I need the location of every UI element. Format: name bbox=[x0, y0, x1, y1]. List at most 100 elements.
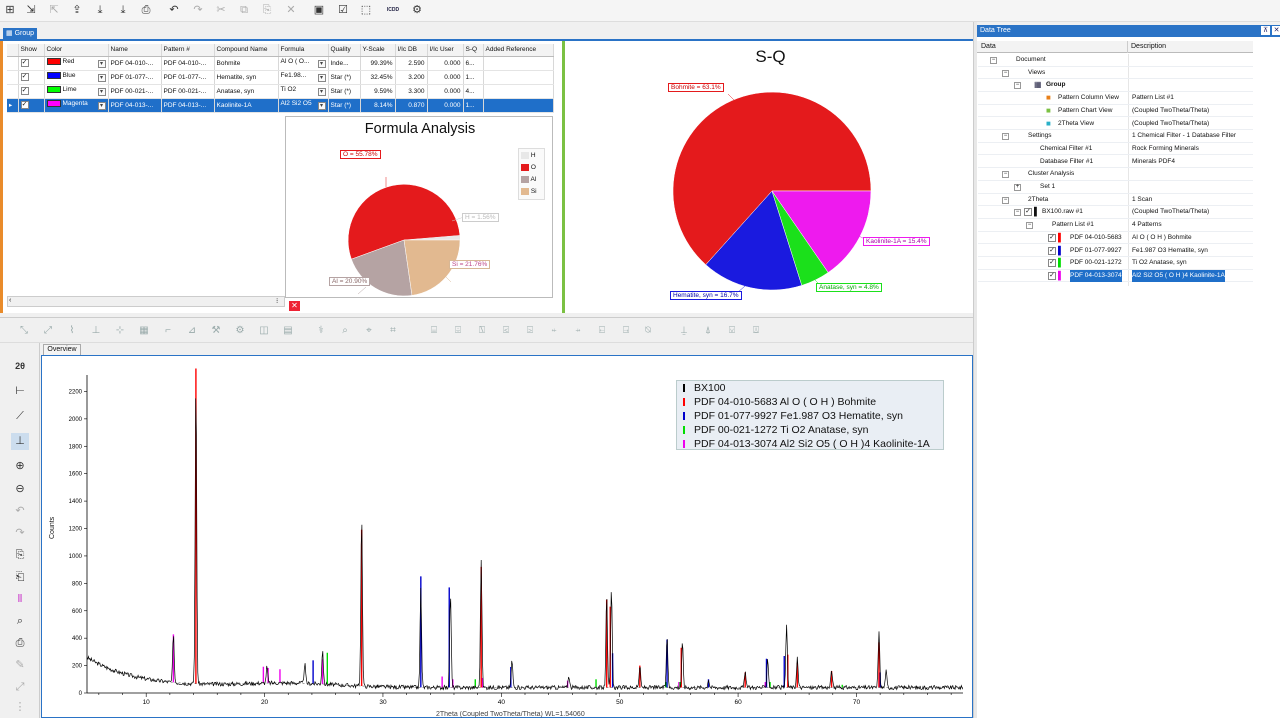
tool11-icon[interactable]: ⍂ bbox=[479, 325, 485, 336]
tool9-icon[interactable]: ⌸ bbox=[431, 325, 437, 336]
delete-icon[interactable]: ✕ bbox=[286, 4, 296, 16]
tool14-icon[interactable]: ⍅ bbox=[551, 325, 557, 336]
table-row[interactable]: ✓ Red ▾ PDF 04-010-... PDF 04-010-... Boh… bbox=[7, 56, 554, 71]
tool13-icon[interactable]: ⍄ bbox=[527, 325, 533, 336]
tree-node[interactable]: ■ Pattern Chart View (Coupled TwoTheta/The… bbox=[978, 105, 1253, 118]
cut-icon[interactable]: ✂ bbox=[216, 4, 226, 16]
tool-icon[interactable]: ⚒ bbox=[211, 325, 221, 336]
tree-node[interactable]: − Document bbox=[978, 54, 1253, 67]
collapse-icon[interactable]: − bbox=[1002, 171, 1009, 179]
column-data[interactable]: Data bbox=[981, 43, 996, 50]
tree-node[interactable]: ✓ ▌ PDF 00-021-1272 Ti O2 Anatase, syn bbox=[978, 257, 1253, 270]
tool19-icon[interactable]: ⍊ bbox=[681, 325, 687, 336]
table-row-selected[interactable]: ▸ ✓ Magenta ▾ PDF 04-013-... PDF 04-013-.… bbox=[7, 98, 554, 113]
tree-node[interactable]: ■ Pattern Column View Pattern List #1 bbox=[978, 92, 1253, 105]
line-tool-icon[interactable]: ⟋ bbox=[16, 410, 24, 422]
tool21-icon[interactable]: ⍌ bbox=[729, 325, 735, 336]
iic-user-cell[interactable]: 0.000 bbox=[427, 56, 464, 71]
header-iic-db[interactable]: I/Ic DB bbox=[395, 44, 428, 57]
header-color[interactable]: Color bbox=[44, 44, 109, 57]
horizontal-scrollbar[interactable]: ‹ ⁝ bbox=[7, 296, 285, 307]
tree-node[interactable]: ✓ ▌ PDF 01-077-9927 Fe1.987 O3 Hematite, sy… bbox=[978, 245, 1253, 258]
table-row[interactable]: ✓ Blue ▾ PDF 01-077-... PDF 01-077-... He… bbox=[7, 70, 554, 85]
tool2-icon[interactable]: ⚙ bbox=[235, 325, 245, 336]
chevron-down-icon[interactable]: ▾ bbox=[317, 102, 326, 110]
new-icon[interactable]: ⊞ bbox=[5, 4, 15, 16]
tree-node[interactable]: Chemical Filter #1 Rock Forming Minerals bbox=[978, 143, 1253, 156]
chevron-down-icon[interactable]: ▾ bbox=[97, 102, 106, 110]
marker-icon[interactable]: ⊿ bbox=[187, 325, 197, 336]
chevron-down-icon[interactable]: ▾ bbox=[97, 74, 106, 82]
tree-node[interactable]: Database Filter #1 Minerals PDF4 bbox=[978, 156, 1253, 169]
tree-node[interactable]: ✓ ▌ PDF 04-010-5683 Al O ( O H ) Bohmite bbox=[978, 232, 1253, 245]
chevron-down-icon[interactable]: ▾ bbox=[97, 60, 106, 68]
select-icon[interactable]: ⬚ bbox=[360, 4, 372, 16]
tree-node[interactable]: − Views bbox=[978, 67, 1253, 80]
header-name[interactable]: Name bbox=[108, 44, 162, 57]
header-formula[interactable]: Formula bbox=[278, 44, 329, 57]
copy-icon[interactable]: ⧉ bbox=[240, 4, 248, 16]
fit-icon[interactable]: ⌇ bbox=[69, 325, 75, 336]
zoom-y-icon[interactable]: ⤢ bbox=[44, 325, 52, 336]
header-added-ref[interactable]: Added Reference bbox=[483, 44, 554, 57]
show-checkbox[interactable]: ✓ bbox=[18, 70, 45, 85]
edit-tool-icon[interactable]: ✎ bbox=[15, 659, 25, 671]
show-checkbox[interactable]: ✓ bbox=[18, 84, 45, 99]
redo-icon[interactable]: ↷ bbox=[193, 4, 203, 16]
tree-checkbox[interactable]: ✓ bbox=[1048, 271, 1056, 280]
header-show[interactable]: Show bbox=[18, 44, 45, 57]
download-icon[interactable]: ⤓ bbox=[97, 4, 103, 16]
yscale-cell[interactable]: 99.39% bbox=[360, 56, 396, 71]
tab-group[interactable]: ▦ Group bbox=[3, 28, 38, 39]
tree-node[interactable]: − Pattern List #1 4 Patterns bbox=[978, 219, 1253, 232]
tree-checkbox[interactable]: ✓ bbox=[1048, 259, 1056, 268]
view-icon[interactable]: ▣ bbox=[313, 4, 325, 16]
tool20-icon[interactable]: ⍋ bbox=[705, 325, 711, 336]
tree-node[interactable]: − ▦ Group bbox=[978, 79, 1253, 92]
baseline-tool-icon[interactable]: ⊥ bbox=[11, 433, 29, 450]
paste-icon[interactable]: ⎘ bbox=[262, 4, 272, 16]
header-pattern[interactable]: Pattern # bbox=[161, 44, 215, 57]
column-description[interactable]: Description bbox=[1127, 41, 1166, 53]
chevron-down-icon[interactable]: ▾ bbox=[317, 74, 326, 82]
chevron-down-icon[interactable]: ▾ bbox=[317, 60, 326, 68]
header-iic-user[interactable]: I/Ic User bbox=[427, 44, 464, 57]
show-checkbox[interactable]: ✓ bbox=[18, 98, 45, 113]
copy-tool-icon[interactable]: ⎘ bbox=[15, 549, 25, 561]
zoom-out-icon[interactable]: ⊖ bbox=[15, 483, 25, 495]
move-tool-icon[interactable]: ⤢ bbox=[15, 681, 25, 693]
extra-tool-icon[interactable]: ⋮ bbox=[14, 701, 26, 713]
tree-node[interactable]: + Set 1 bbox=[978, 181, 1253, 194]
print-icon[interactable]: ⎙ bbox=[141, 4, 151, 16]
export-icon[interactable]: ⇱ bbox=[49, 4, 59, 16]
peak-icon[interactable]: ⊥ bbox=[91, 325, 101, 336]
table-row[interactable]: ✓ Lime ▾ PDF 00-021-... PDF 00-021-... An… bbox=[7, 84, 554, 99]
color-cell[interactable]: Blue ▾ bbox=[44, 70, 109, 85]
chevron-down-icon[interactable]: ▾ bbox=[97, 88, 106, 96]
color-cell[interactable]: Magenta ▾ bbox=[44, 98, 109, 113]
undo-icon[interactable]: ↶ bbox=[169, 4, 179, 16]
header-compound[interactable]: Compound Name bbox=[214, 44, 279, 57]
iic-user-cell[interactable]: 0.000 bbox=[427, 98, 464, 113]
tool8-icon[interactable]: ⌗ bbox=[390, 325, 396, 336]
tool17-icon[interactable]: ⍈ bbox=[623, 325, 629, 336]
tool3-icon[interactable]: ◫ bbox=[259, 325, 269, 336]
collapse-icon[interactable]: − bbox=[1002, 133, 1009, 141]
save-as-icon[interactable]: ⤓ bbox=[120, 4, 126, 16]
2theta-icon[interactable]: 2θ bbox=[15, 361, 25, 371]
collapse-icon[interactable]: − bbox=[990, 57, 997, 64]
pattern-tool-icon[interactable]: Ⅱ bbox=[17, 593, 23, 605]
tool15-icon[interactable]: ⍆ bbox=[575, 325, 581, 336]
grip-icon[interactable]: ⁝ bbox=[276, 298, 279, 305]
zoom-x-icon[interactable]: ⤡ bbox=[20, 325, 28, 336]
tree-node[interactable]: − 2Theta 1 Scan bbox=[978, 194, 1253, 207]
upload-icon[interactable]: ⇪ bbox=[72, 4, 82, 16]
yscale-cell[interactable]: 32.45% bbox=[360, 70, 396, 85]
chevron-down-icon[interactable]: ▾ bbox=[317, 88, 326, 96]
pin-icon[interactable]: ⊼ bbox=[1261, 26, 1270, 35]
check-icon[interactable]: ☑ bbox=[338, 4, 348, 16]
tree-node[interactable]: − Cluster Analysis bbox=[978, 168, 1253, 181]
yscale-cell[interactable]: 8.14% bbox=[360, 98, 396, 113]
tool4-icon[interactable]: ▤ bbox=[283, 325, 293, 336]
panel-splitter[interactable] bbox=[973, 22, 977, 718]
